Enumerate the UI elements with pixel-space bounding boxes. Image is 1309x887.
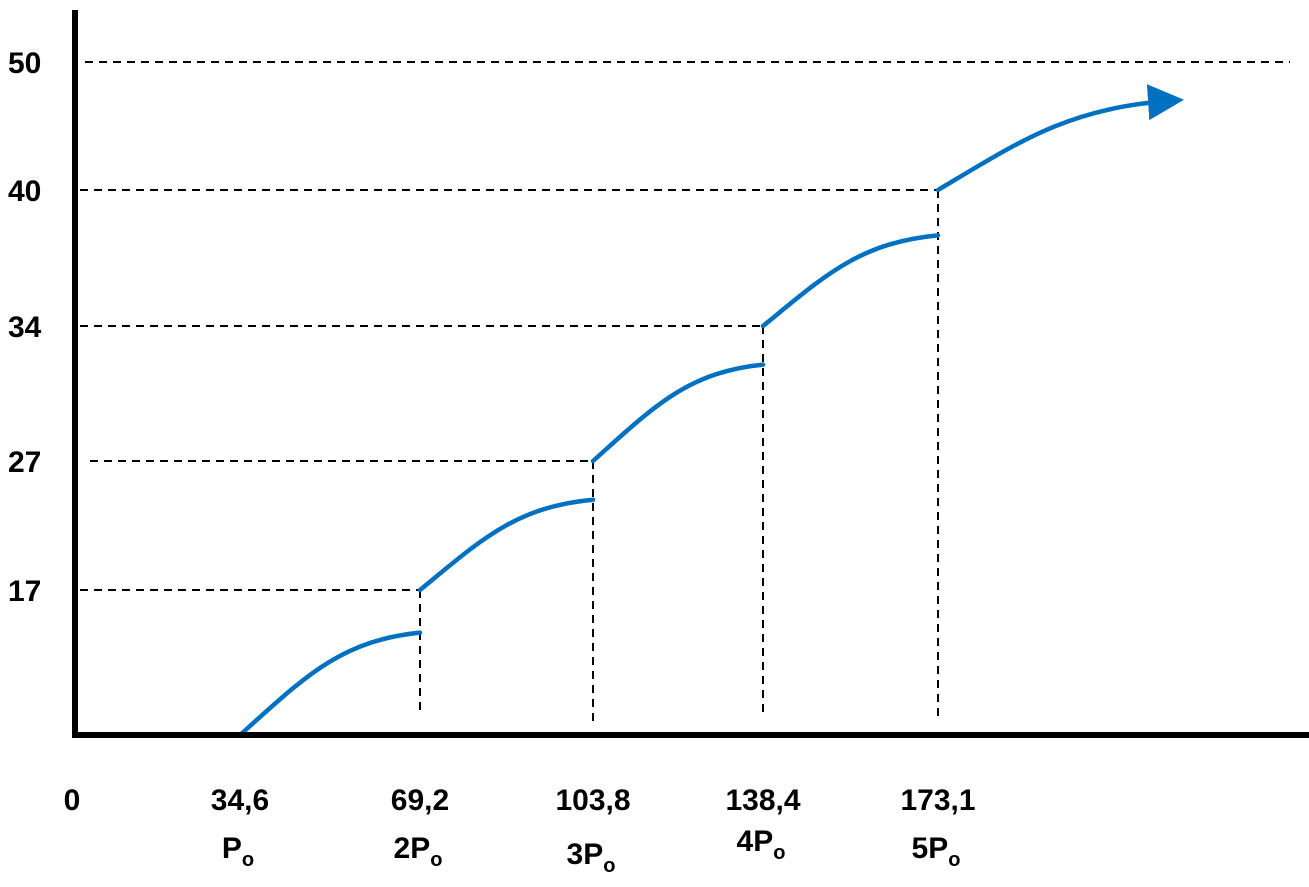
x-tick-label: 0 [64, 784, 81, 817]
curve-segment-4 [760, 233, 941, 329]
y-tick-label: 34 [8, 311, 42, 344]
x-tick-multiple-label: 5Po [912, 832, 961, 871]
y-tick-label: 40 [8, 175, 41, 208]
x-tick-multiple-label: 4Po [737, 825, 786, 864]
x-tick-label: 138,4 [725, 784, 800, 817]
curve-segment-5 [935, 84, 1184, 193]
x-tick-multiple-label: Po [222, 832, 254, 871]
x-tick-label: 103,8 [555, 784, 630, 817]
y-tick-label: 50 [8, 47, 41, 80]
curve-segment-2 [417, 497, 596, 593]
x-tick-label: 69,2 [391, 784, 449, 817]
x-tick-multiple-label: 3Po [567, 838, 616, 877]
curve-segments [237, 84, 1184, 738]
x-tick-multiple-label: 2Po [394, 832, 443, 871]
guide-lines [80, 61, 1290, 722]
curve-segment-3 [590, 362, 766, 464]
curve-segment-1 [237, 630, 423, 738]
y-tick-label: 27 [8, 446, 41, 479]
x-tick-label: 173,1 [900, 784, 975, 817]
y-tick-labels: 17 27 34 40 50 [8, 47, 42, 608]
y-tick-label: 17 [8, 575, 41, 608]
x-tick-label: 34,6 [211, 784, 269, 817]
x-tick-labels: 0 34,6 Po 69,2 2Po 103,8 3Po 138,4 4Po 173,1 5Po [64, 784, 976, 877]
